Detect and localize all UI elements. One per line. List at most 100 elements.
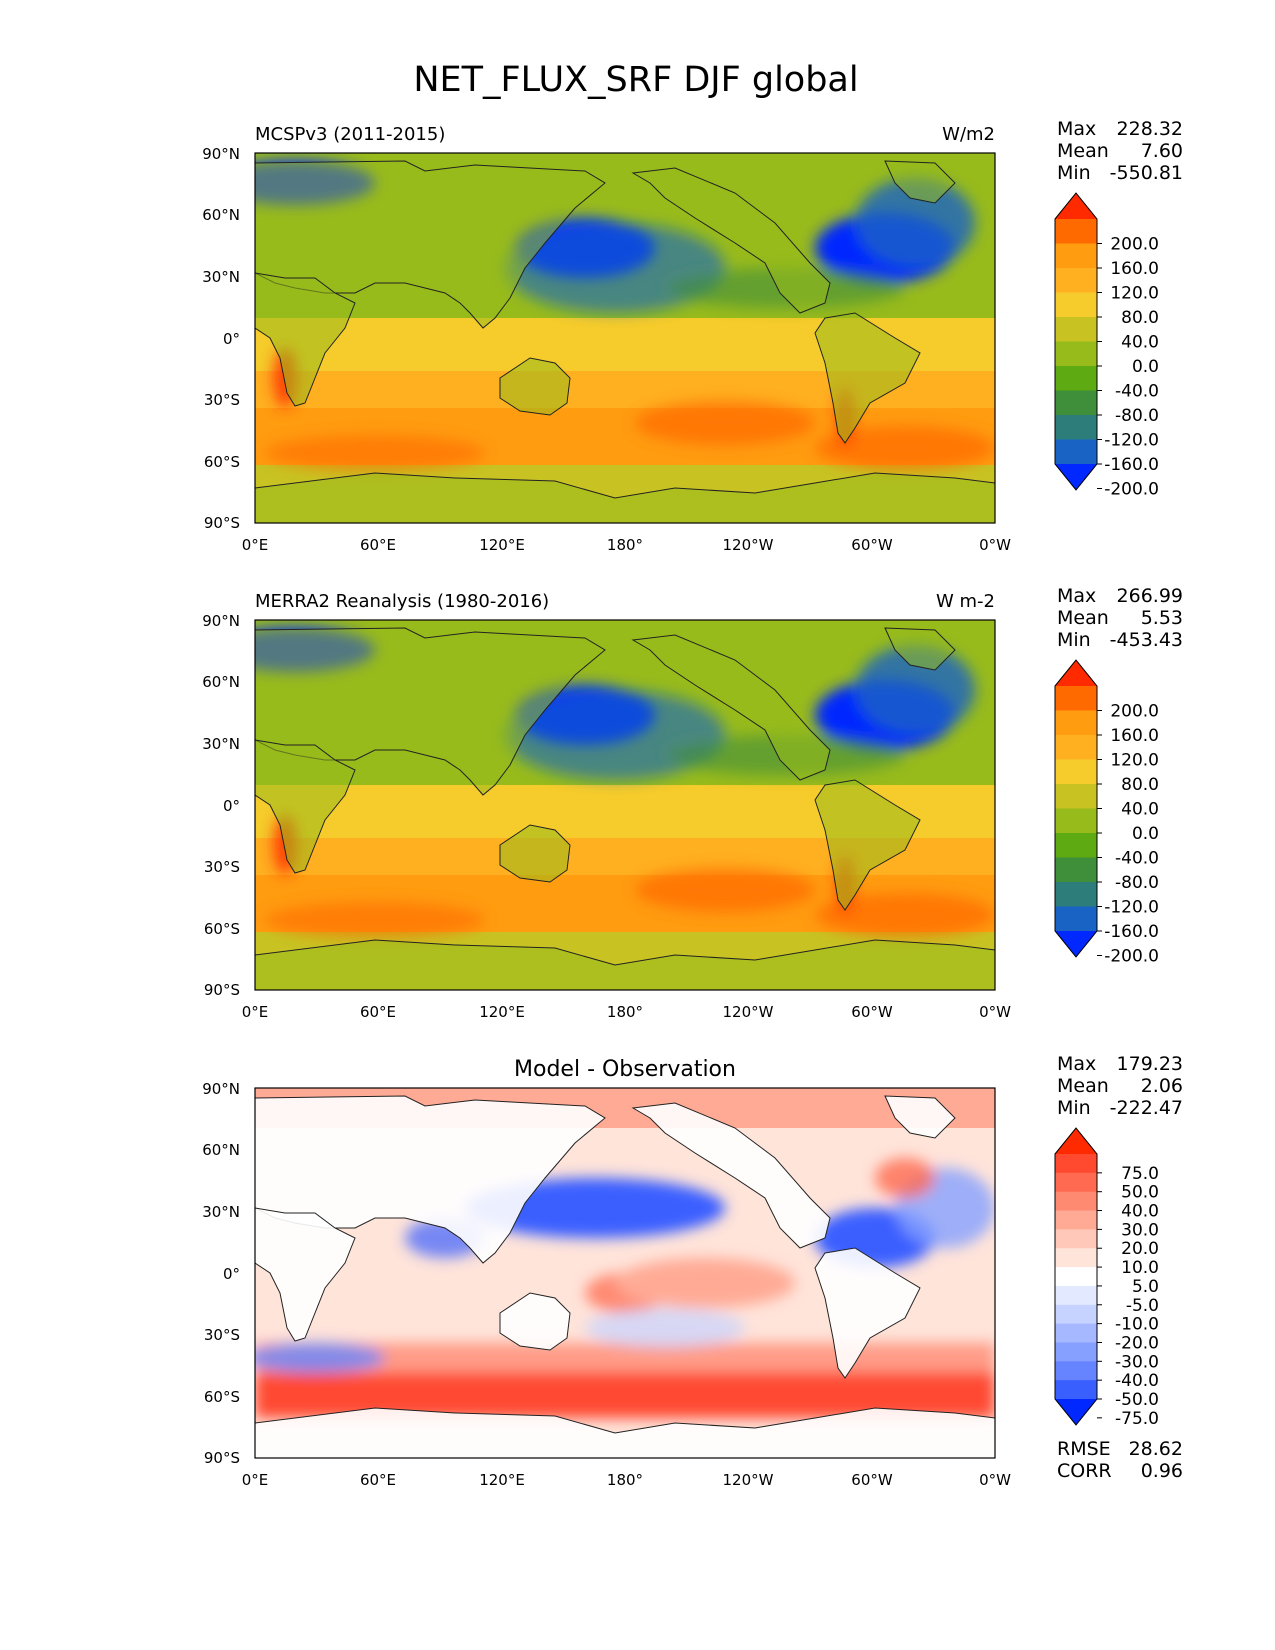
map-model [255, 153, 995, 523]
stat-label: Max [1057, 1053, 1096, 1075]
colorbar-swatch [1055, 808, 1097, 834]
colorbar-swatch [1055, 1361, 1097, 1381]
lat-axis: 90°N 60°N 30°N 0° 30°S 60°S 90°S [202, 145, 240, 532]
lat-tick-label: 90°N [202, 1080, 240, 1098]
colorbar-extend-min [1055, 464, 1097, 490]
colorbar-label: 40.0 [1121, 333, 1159, 353]
stat-value: 179.23 [1117, 1053, 1183, 1075]
colorbar-label: 200.0 [1110, 702, 1159, 722]
lat-tick-label: 90°S [204, 981, 240, 999]
colorbar-label: -10.0 [1115, 1315, 1159, 1335]
lon-tick-label: 0°W [979, 536, 1011, 554]
colorbar-label: 0.0 [1132, 357, 1159, 377]
lon-tick-label: 180° [607, 1471, 643, 1489]
stat-value: 266.99 [1117, 585, 1183, 607]
lat-tick-label: 60°S [204, 1388, 240, 1406]
lat-tick-label: 0° [223, 797, 240, 815]
error-stats-box: RMSE 28.62 CORR 0.96 [1057, 1438, 1183, 1482]
lon-tick-label: 60°E [360, 1003, 396, 1021]
colorbar-label: -40.0 [1115, 1371, 1159, 1391]
colorbar-label: 75.0 [1121, 1164, 1159, 1184]
colorbar-label: 40.0 [1121, 1202, 1159, 1222]
lon-tick-label: 0°W [979, 1471, 1011, 1489]
colorbar-label: -40.0 [1115, 849, 1159, 869]
stats-box: Max 228.32 Mean 7.60 Min -550.81 [1057, 118, 1183, 184]
stat-value: -550.81 [1110, 162, 1183, 184]
lat-tick-label: 60°N [202, 1141, 240, 1159]
colorbar-label: -80.0 [1115, 406, 1159, 426]
lon-axis: 0°E 60°E 120°E 180° 120°W 60°W 0°W [242, 536, 1011, 554]
colorbar-swatch [1055, 1248, 1097, 1268]
lon-tick-label: 0°E [242, 1003, 269, 1021]
stat-value: 2.06 [1141, 1075, 1183, 1097]
lon-tick-label: 0°E [242, 536, 269, 554]
lat-tick-label: 0° [223, 330, 240, 348]
colorbar-label: 120.0 [1110, 751, 1159, 771]
lat-tick-label: 30°S [204, 391, 240, 409]
colorbar-label: 30.0 [1121, 1220, 1159, 1240]
colorbar-label: -120.0 [1104, 431, 1159, 451]
panel-obs: MERRA2 Reanalysis (1980-2016) W m-2 90°N… [202, 585, 1183, 1021]
colorbar-swatch [1055, 1285, 1097, 1306]
lat-tick-label: 60°S [204, 920, 240, 938]
colorbar-label: 120.0 [1110, 284, 1159, 304]
colorbar-swatch [1055, 1191, 1097, 1212]
lon-tick-label: 120°E [479, 536, 525, 554]
stat-value: -222.47 [1110, 1097, 1183, 1119]
map-diff [255, 1088, 995, 1458]
colorbar-extend-max [1055, 660, 1097, 686]
stat-label: Mean [1057, 1075, 1109, 1097]
lat-tick-label: 30°S [204, 1326, 240, 1344]
panel-right-title: W/m2 [942, 124, 995, 145]
colorbar-swatch [1055, 906, 1097, 932]
lon-tick-label: 180° [607, 536, 643, 554]
lat-tick-label: 60°N [202, 206, 240, 224]
stat-value: 28.62 [1129, 1438, 1183, 1460]
colorbar-label: 80.0 [1121, 775, 1159, 795]
colorbar-swatch [1055, 759, 1097, 785]
colorbar-swatch [1055, 735, 1097, 760]
colorbar-label: 40.0 [1121, 800, 1159, 820]
colorbar-extend-min [1055, 931, 1097, 957]
colorbar-label: 160.0 [1110, 726, 1159, 746]
colorbar-label: 80.0 [1121, 308, 1159, 328]
stat-label: Min [1057, 629, 1091, 651]
panel-right-title: W m-2 [936, 591, 995, 612]
lon-tick-label: 180° [607, 1003, 643, 1021]
colorbar-swatch [1055, 686, 1097, 711]
panel-left-title: MERRA2 Reanalysis (1980-2016) [255, 591, 549, 612]
lat-tick-label: 30°S [204, 858, 240, 876]
lon-tick-label: 60°W [851, 536, 893, 554]
lon-tick-label: 120°E [479, 1471, 525, 1489]
lat-tick-label: 90°S [204, 1449, 240, 1467]
lat-tick-label: 60°S [204, 453, 240, 471]
lat-axis: 90°N 60°N 30°N 0° 30°S 60°S 90°S [202, 1080, 240, 1467]
colorbar-label: -75.0 [1115, 1409, 1159, 1429]
colorbar-label: -160.0 [1104, 922, 1159, 942]
colorbar-extend-min [1055, 1399, 1097, 1425]
lon-tick-label: 120°W [723, 1003, 774, 1021]
lat-tick-label: 90°N [202, 612, 240, 630]
stat-value: 228.32 [1117, 118, 1183, 140]
colorbar: 75.050.040.030.020.010.05.0-5.0-10.0-20.… [1054, 1127, 1159, 1429]
colorbar-swatch [1055, 1323, 1097, 1343]
colorbar-swatch [1055, 390, 1097, 416]
stat-label: Min [1057, 162, 1091, 184]
colorbar-label: 10.0 [1121, 1258, 1159, 1278]
lat-tick-label: 90°S [204, 514, 240, 532]
lat-tick-label: 30°N [202, 268, 240, 286]
colorbar-label: -200.0 [1104, 947, 1159, 967]
lon-tick-label: 60°W [851, 1471, 893, 1489]
colorbar-swatch [1055, 1380, 1097, 1400]
colorbar-label: -80.0 [1115, 873, 1159, 893]
panel-center-title: Model - Observation [514, 1057, 736, 1082]
stat-label: Mean [1057, 140, 1109, 162]
lon-tick-label: 0°E [242, 1471, 269, 1489]
colorbar-label: -120.0 [1104, 898, 1159, 918]
lon-tick-label: 60°W [851, 1003, 893, 1021]
lon-tick-label: 120°W [723, 1471, 774, 1489]
colorbar-swatch [1055, 1267, 1097, 1287]
colorbar: 200.0 160.0 120.0 80.0 40.0 0.0 -40.0 -80.0 -120… [1054, 659, 1159, 967]
stats-box: Max 179.23 Mean 2.06 Min -222.47 [1057, 1053, 1183, 1119]
stat-value: 0.96 [1141, 1460, 1183, 1482]
